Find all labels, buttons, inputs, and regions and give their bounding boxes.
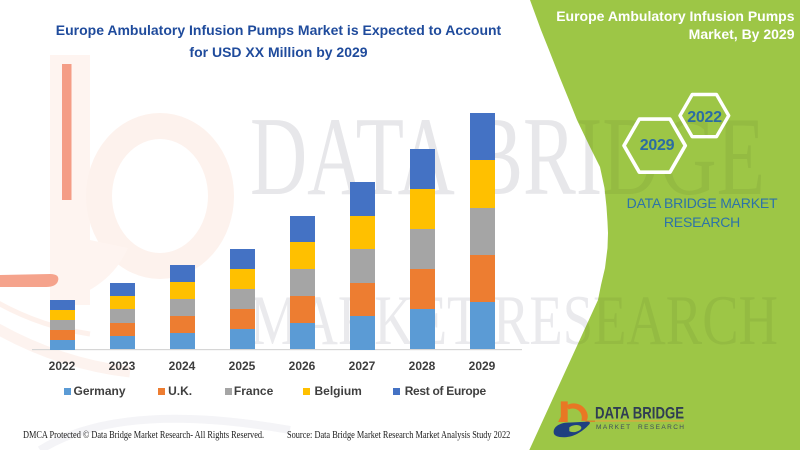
svg-text:MARKET RESEARCH: MARKET RESEARCH [596, 424, 684, 431]
svg-text:DATA BRIDGE: DATA BRIDGE [595, 404, 684, 423]
